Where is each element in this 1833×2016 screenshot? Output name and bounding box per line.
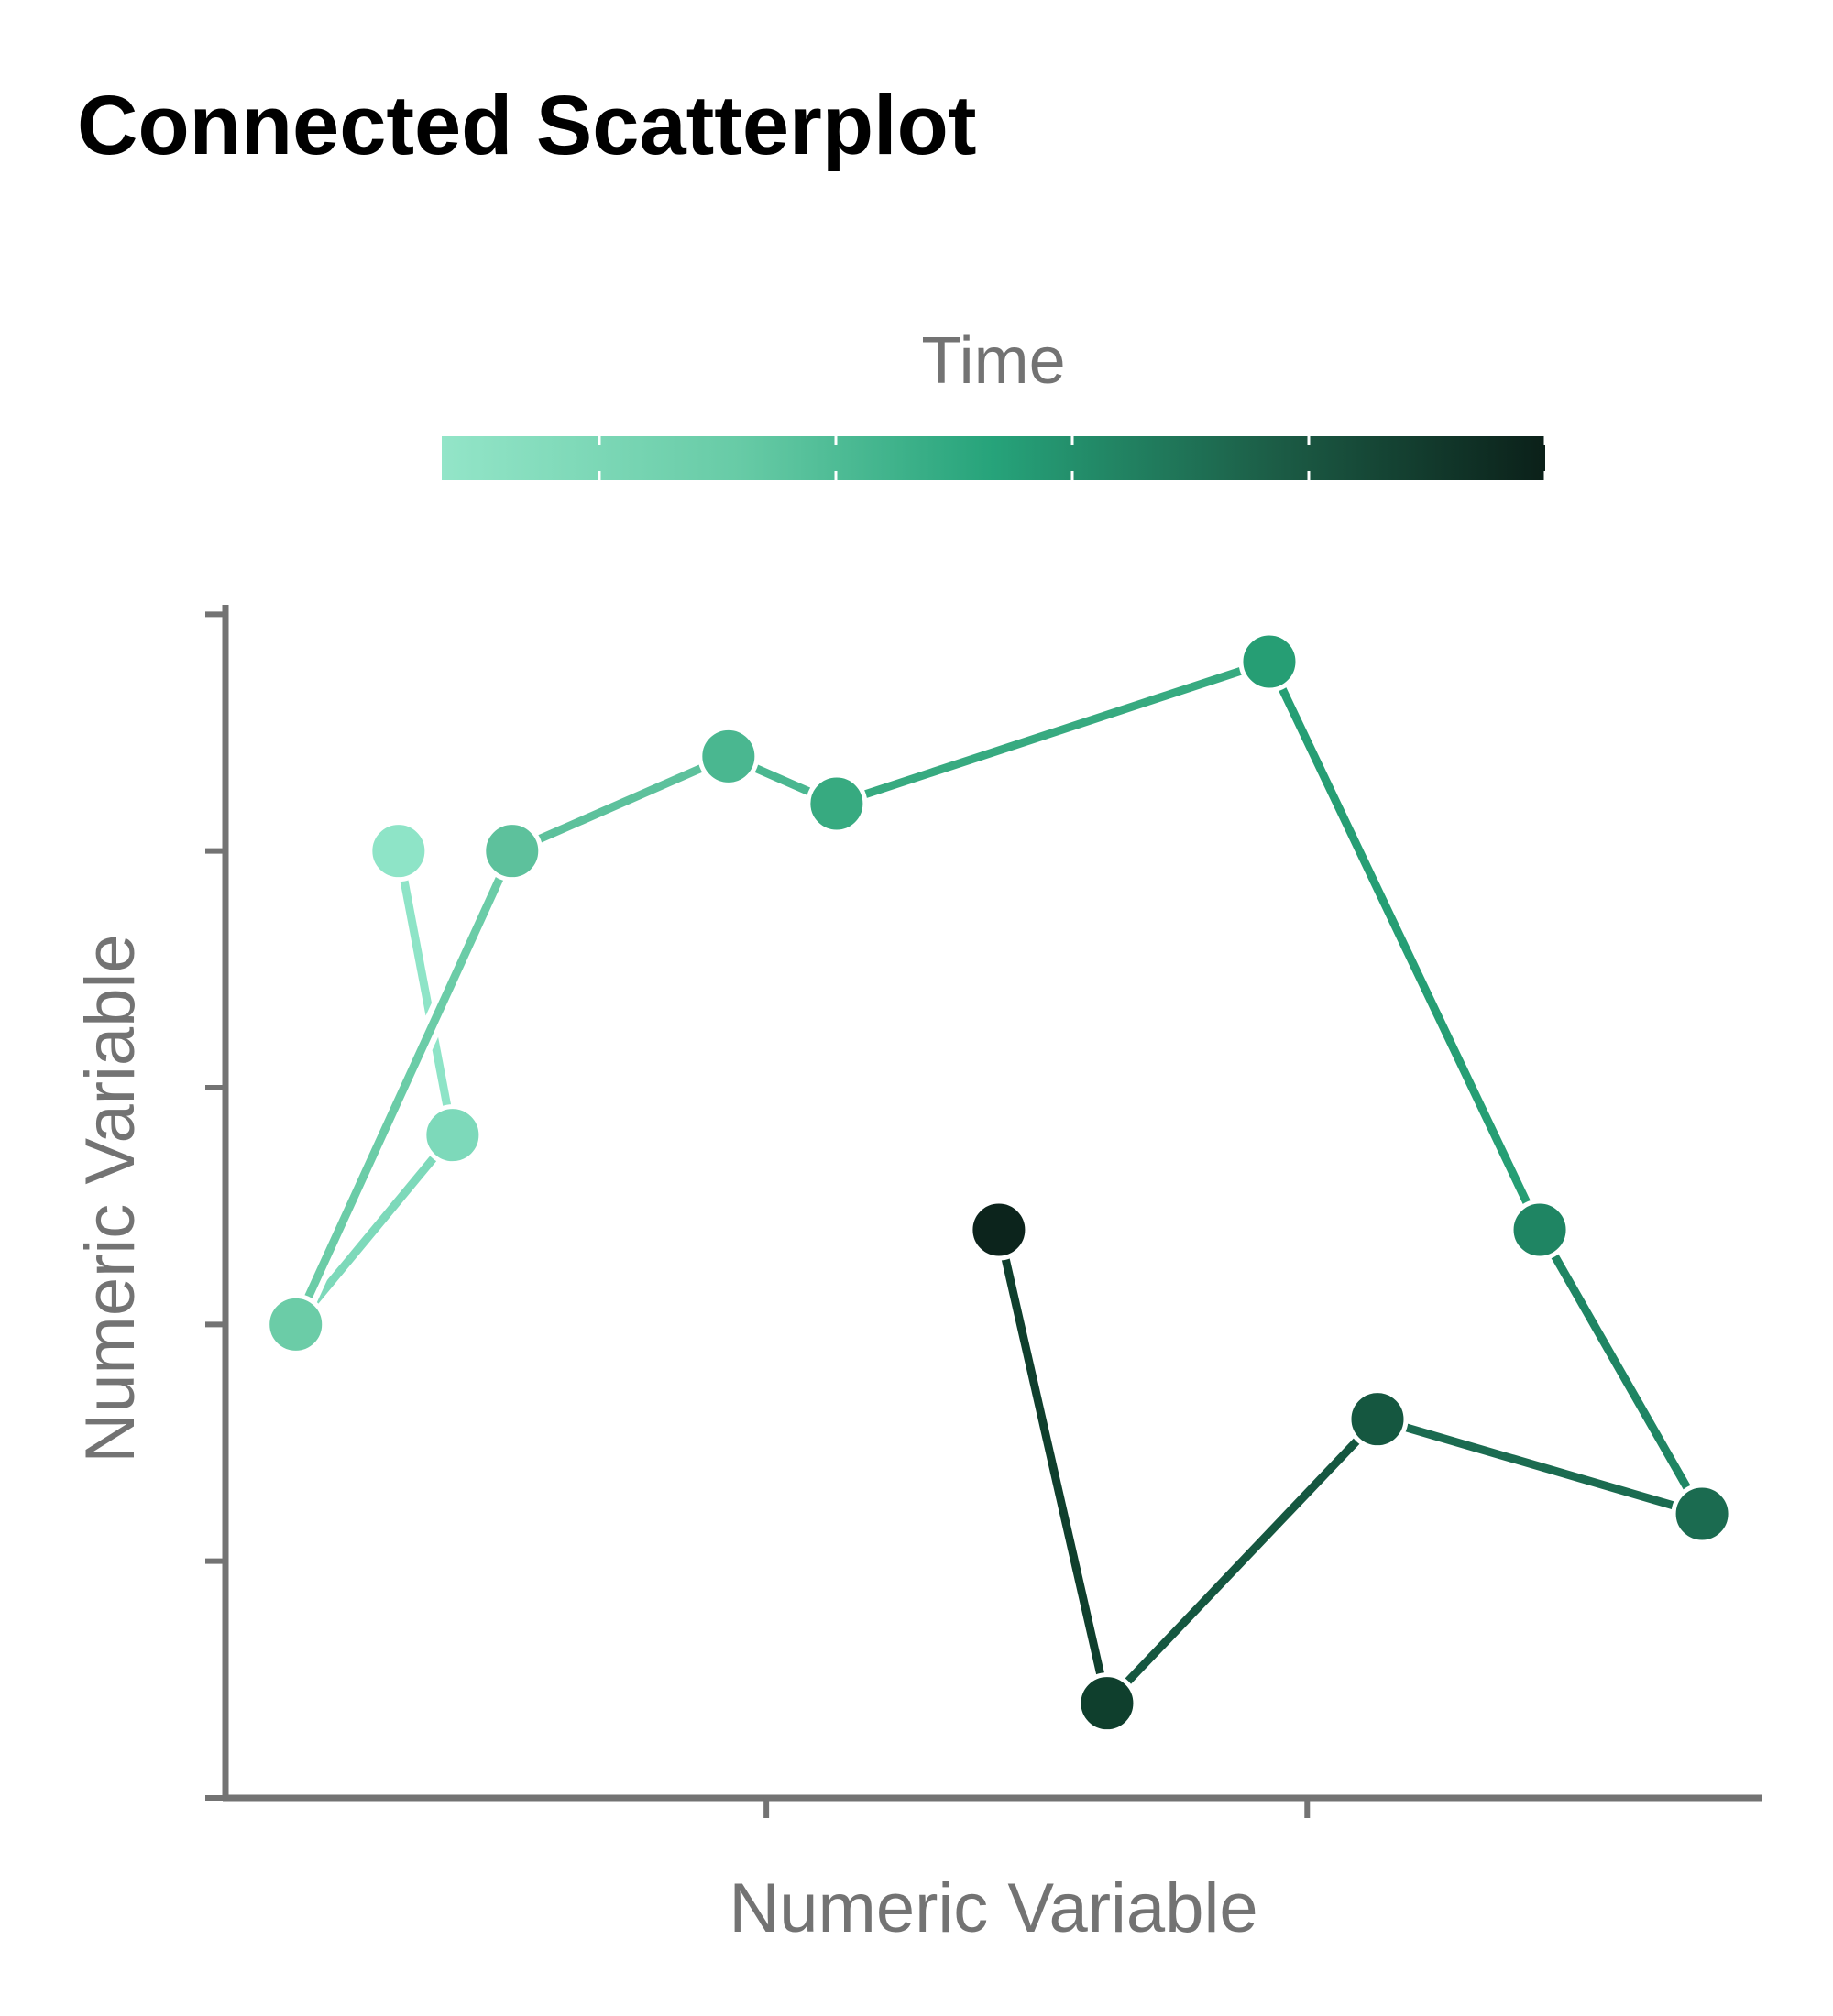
x-axis-label: Numeric Variable bbox=[729, 1869, 1257, 1947]
data-point bbox=[265, 1293, 327, 1355]
y-axis-label: Numeric Variable bbox=[71, 934, 149, 1463]
chart-title: Connected Scatterplot bbox=[77, 79, 976, 172]
connecting-line bbox=[835, 657, 1271, 808]
connecting-line bbox=[1103, 1416, 1381, 1706]
data-point bbox=[968, 1199, 1030, 1261]
data-point bbox=[1671, 1483, 1733, 1545]
axes bbox=[205, 605, 1762, 1818]
data-point bbox=[422, 1104, 484, 1167]
data-point bbox=[1509, 1199, 1571, 1261]
data-point bbox=[806, 772, 868, 835]
connecting-line bbox=[1536, 1227, 1706, 1517]
connecting-line bbox=[1376, 1415, 1704, 1518]
legend-title: Time bbox=[921, 324, 1065, 398]
data-point bbox=[1346, 1388, 1409, 1451]
connecting-line bbox=[292, 1132, 456, 1328]
connecting-line bbox=[394, 849, 457, 1136]
connecting-line bbox=[994, 1228, 1112, 1704]
data-point bbox=[1076, 1672, 1138, 1735]
legend-ticks bbox=[598, 436, 1547, 480]
connecting-lines bbox=[286, 652, 1711, 1711]
connecting-line bbox=[510, 752, 730, 855]
data-points bbox=[265, 630, 1733, 1735]
connecting-line bbox=[291, 849, 516, 1327]
data-point bbox=[697, 725, 760, 787]
data-point bbox=[1238, 630, 1301, 693]
connecting-line bbox=[1265, 660, 1544, 1232]
data-point bbox=[368, 820, 430, 882]
legend-colorbar bbox=[442, 436, 1545, 480]
data-point bbox=[481, 820, 543, 882]
